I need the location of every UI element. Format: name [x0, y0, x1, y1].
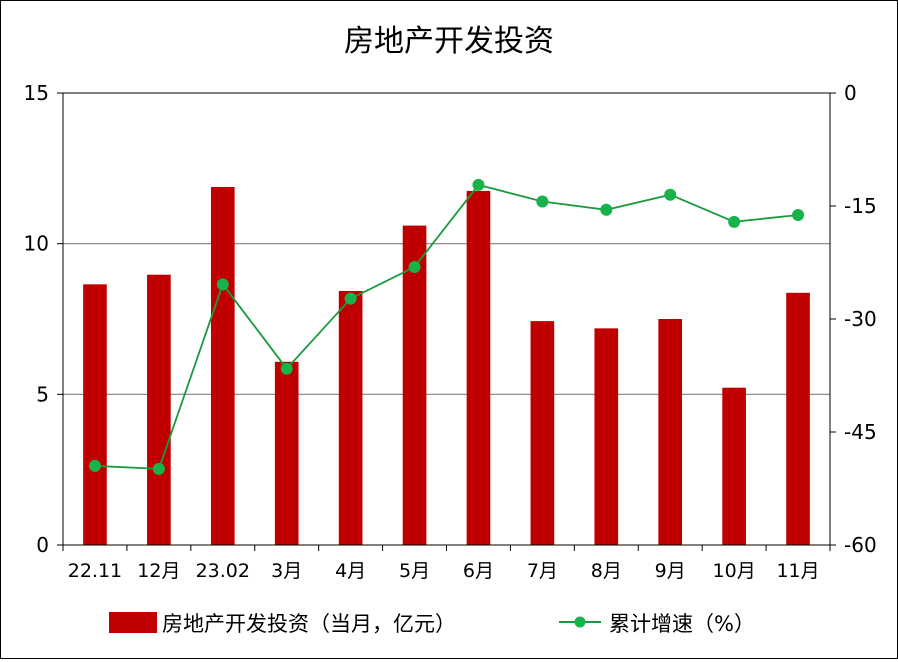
- line-point: [408, 261, 421, 274]
- legend-item-line: 累计增速（%）: [559, 612, 755, 636]
- line-point: [152, 462, 165, 475]
- bar: [402, 225, 427, 545]
- plot-area: [62, 92, 831, 546]
- line-point: [216, 278, 229, 291]
- right-axis-tick-label: 0: [844, 81, 857, 105]
- x-axis-tick-label: 4月: [335, 560, 366, 582]
- bar: [274, 361, 299, 545]
- bar: [83, 284, 107, 545]
- legend-bar-swatch: [109, 612, 157, 633]
- x-axis-tick-label: 3月: [271, 560, 302, 582]
- line-point: [728, 215, 741, 228]
- line-point: [344, 292, 357, 305]
- bar: [722, 387, 746, 545]
- x-axis-tick-label: 12月: [137, 560, 180, 582]
- legend: 房地产开发投资（当月，亿元） 累计增速（%）: [109, 612, 755, 636]
- line-series: [88, 178, 805, 475]
- bar: [147, 274, 171, 545]
- x-axis-tick-label: 11月: [776, 560, 819, 582]
- bar: [210, 187, 235, 546]
- line-point: [472, 178, 485, 191]
- line-point: [280, 362, 293, 375]
- left-axis-tick-label: 5: [36, 382, 49, 406]
- right-axis-tick-label: -30: [844, 307, 877, 331]
- bar: [786, 292, 810, 545]
- grid-lines: [63, 243, 830, 395]
- bar: [658, 319, 683, 545]
- line-point: [664, 188, 677, 201]
- left-axis-tick-label: 10: [24, 232, 49, 256]
- x-axis-tick-label: 9月: [655, 560, 686, 582]
- legend-item-bar: 房地产开发投资（当月，亿元）: [109, 612, 456, 636]
- bar: [594, 328, 619, 545]
- line-point: [536, 195, 549, 208]
- x-axis-tick-label: 6月: [463, 560, 494, 582]
- line-point: [88, 459, 101, 472]
- chart-title: 房地产开发投资: [344, 24, 554, 59]
- x-axis-tick-label: 7月: [527, 560, 558, 582]
- legend-bar-label: 房地产开发投资（当月，亿元）: [162, 612, 456, 636]
- bar-series: [83, 187, 810, 546]
- x-axis-tick-label: 10月: [713, 560, 756, 582]
- left-axis-tick-label: 0: [36, 533, 49, 557]
- line-point: [600, 203, 613, 216]
- right-axis: -60 -45 -30 -15 0: [830, 81, 877, 557]
- right-axis-tick-label: -60: [844, 533, 877, 557]
- right-axis-tick-label: -45: [844, 420, 877, 444]
- legend-line-label: 累计增速（%）: [609, 612, 755, 636]
- right-axis-tick-label: -15: [844, 194, 877, 218]
- bar: [530, 321, 555, 545]
- x-axis-tick-label: 22.11: [68, 560, 122, 582]
- line-point: [792, 209, 805, 222]
- left-axis-tick-label: 15: [24, 81, 49, 105]
- bar: [338, 290, 363, 545]
- series-line: [94, 183, 799, 470]
- legend-line-marker: [574, 616, 586, 628]
- x-axis-tick-label: 8月: [591, 560, 622, 582]
- x-axis-tick-label: 23.02: [196, 560, 250, 582]
- x-axis-tick-label: 5月: [399, 560, 430, 582]
- bar: [466, 190, 491, 545]
- x-axis: 22.11 12月 23.02 3月 4月 5月 6月 7月 8月 9月 10月 11月: [62, 545, 831, 582]
- left-axis: 0 5 10 15: [24, 81, 63, 557]
